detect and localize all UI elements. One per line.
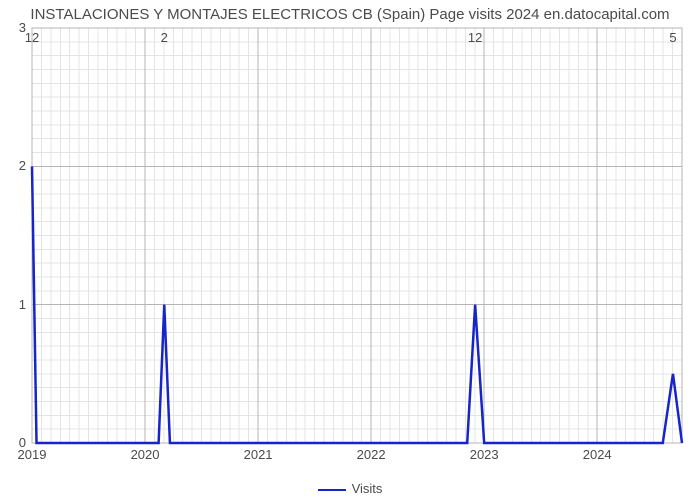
y-tick-label: 1: [6, 297, 26, 312]
data-point-label: 2: [161, 30, 168, 45]
data-point-label: 5: [669, 30, 676, 45]
legend-line: [318, 489, 346, 491]
y-tick-label: 2: [6, 158, 26, 173]
data-point-label: 12: [25, 30, 39, 45]
y-tick-label: 3: [6, 20, 26, 35]
x-tick-label: 2024: [583, 447, 612, 462]
x-tick-label: 2023: [470, 447, 499, 462]
chart-legend: Visits: [0, 481, 700, 496]
x-tick-label: 2020: [131, 447, 160, 462]
legend-label: Visits: [352, 481, 383, 496]
data-point-label: 12: [468, 30, 482, 45]
x-tick-label: 2019: [18, 447, 47, 462]
x-tick-label: 2022: [357, 447, 386, 462]
line-chart: [0, 0, 700, 500]
x-tick-label: 2021: [244, 447, 273, 462]
chart-container: INSTALACIONES Y MONTAJES ELECTRICOS CB (…: [0, 0, 700, 500]
